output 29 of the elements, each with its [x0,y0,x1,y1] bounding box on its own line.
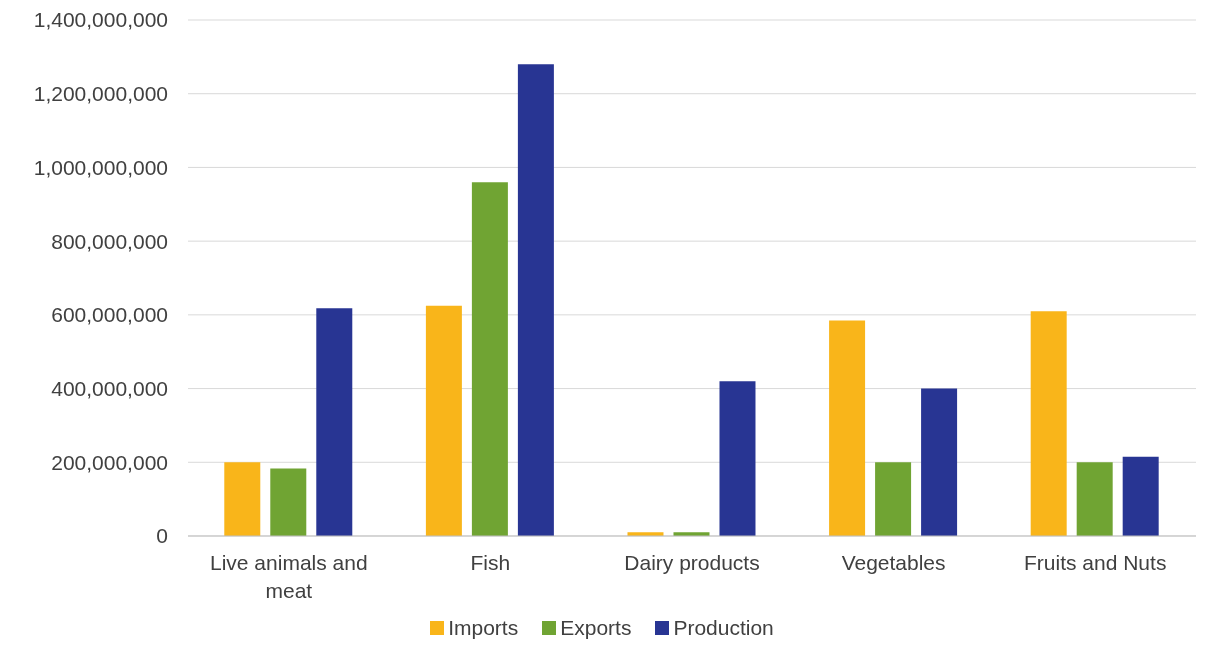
x-tick-label: Fish [470,551,511,574]
bar [875,462,912,536]
bar [270,468,307,536]
bar [1030,311,1067,536]
x-tick-label: Vegetables [841,551,946,574]
x-tick-label: Fruits and Nuts [1024,551,1167,574]
bar [1122,456,1159,536]
bar [425,305,462,536]
legend-label: Exports [560,616,632,640]
y-tick-label: 1,000,000,000 [33,155,168,179]
bar [921,388,958,536]
y-tick-label: 800,000,000 [51,229,168,253]
y-tick-label: 600,000,000 [51,303,168,327]
x-tick-label: Live animals and meat [210,551,368,602]
bar [719,381,756,536]
x-tick-label: Dairy products [624,551,760,574]
y-tick-label: 200,000,000 [51,450,168,474]
y-tick-label: 400,000,000 [51,377,168,401]
y-tick-label: 1,200,000,000 [33,82,168,106]
bar [1076,462,1113,536]
y-tick-label: 0 [156,524,168,548]
bar [224,462,261,536]
bar [316,308,353,536]
y-tick-label: 1,400,000,000 [33,8,168,32]
bar [829,320,866,536]
legend-label: Imports [448,616,519,640]
bar [471,182,508,536]
legend-label: Production [673,616,774,640]
bar [517,64,554,536]
